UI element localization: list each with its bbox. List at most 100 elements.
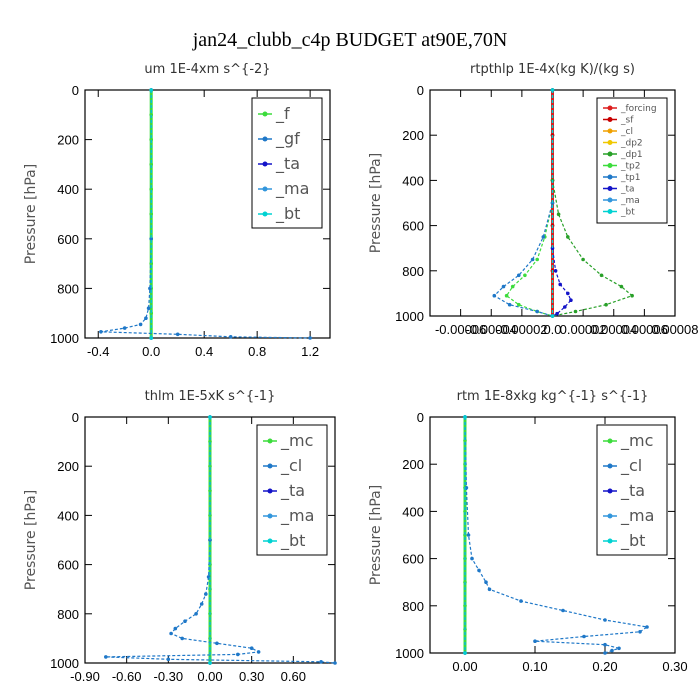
plot-frame — [84, 89, 331, 339]
legend-marker — [262, 136, 268, 142]
data-point — [333, 661, 337, 665]
data-point — [208, 415, 212, 419]
y-axis-label: Pressure [hPa] — [368, 153, 384, 253]
data-point — [104, 655, 108, 659]
panels: um 1E-4xm s^{-2} Pressure [hPa] 0 200 400 600… — [23, 62, 699, 684]
data-point — [484, 580, 488, 584]
legend-marker — [267, 438, 273, 444]
data-point — [99, 330, 103, 334]
data-point — [617, 646, 621, 651]
series-line-cl — [105, 417, 336, 664]
legend-marker — [607, 463, 613, 469]
x-tick-label: 0.00006 — [621, 322, 668, 337]
legend-marker — [607, 186, 613, 191]
legend-label: _bt — [280, 531, 305, 551]
x-tick-label: -0.00006 — [435, 322, 486, 337]
data-point — [510, 284, 515, 289]
legend-label: _ta — [620, 481, 645, 501]
data-point — [550, 88, 555, 92]
legend-marker — [607, 128, 613, 134]
y-tick-label: 1000 — [395, 309, 424, 324]
panel-2: rtpthlp 1E-4x(kg K)/(kg s) Pressure [hPa]… — [368, 62, 699, 337]
y-tick-label: 600 — [57, 558, 79, 573]
data-point — [122, 326, 127, 330]
data-point — [523, 273, 527, 278]
y-axis-label: Pressure [hPa] — [23, 490, 39, 590]
x-tick-label: 0.00 — [197, 669, 222, 684]
series-line-tp2 — [505, 90, 554, 317]
y-tick-label: 200 — [57, 459, 79, 474]
data-point — [566, 235, 570, 239]
data-point — [517, 302, 521, 307]
figure-title: jan24_clubb_c4p BUDGET at90E,70N — [192, 29, 508, 51]
data-point — [146, 306, 151, 311]
data-point — [463, 415, 467, 419]
data-point — [208, 464, 212, 469]
data-point — [215, 641, 219, 646]
legend-label: _forcing — [620, 104, 657, 114]
panel-4: rtm 1E-8xkg kg^{-1} s^{-1} Pressure [hPa]… — [368, 389, 688, 674]
x-tick-label: 0.00004 — [590, 322, 637, 337]
y-tick-label: 400 — [402, 173, 424, 188]
data-point — [463, 509, 467, 514]
data-point — [535, 257, 539, 262]
legend-label: _cl — [620, 127, 633, 137]
legend-marker — [262, 111, 268, 117]
data-point — [603, 642, 607, 647]
panel-title: thlm 1E-5xK s^{-1} — [145, 389, 276, 404]
legend-label: _ta — [275, 154, 300, 174]
legend-label: _gf — [275, 129, 300, 149]
data-point — [492, 293, 497, 298]
data-point — [603, 651, 607, 655]
data-point — [504, 293, 509, 298]
data-point — [569, 298, 573, 303]
x-tick-label: 0.0 — [543, 322, 561, 337]
data-point — [581, 257, 585, 262]
data-point — [208, 513, 212, 518]
legend-label: _cl — [280, 456, 302, 476]
legend-label: _bt — [620, 531, 645, 551]
data-point — [553, 269, 558, 273]
x-tick-label: -0.30 — [154, 669, 184, 684]
x-tick-label: 1.2 — [301, 344, 319, 359]
data-point — [566, 291, 570, 296]
y-tick-label: 600 — [402, 219, 424, 234]
legend-label: _bt — [620, 208, 635, 218]
y-tick-label: 1000 — [50, 331, 79, 346]
series-line-ta — [551, 90, 572, 317]
legend-marker — [262, 161, 268, 167]
data-point — [533, 639, 537, 643]
legend-marker — [607, 488, 613, 494]
plot-frame — [429, 416, 676, 654]
data-point — [604, 302, 608, 307]
x-tick-label: -0.4 — [87, 344, 109, 359]
legend-label: _dp1 — [620, 150, 643, 160]
data-point — [149, 137, 153, 142]
data-point — [573, 309, 578, 314]
series-line-cl — [464, 416, 649, 654]
y-axis-label: Pressure [hPa] — [368, 485, 384, 585]
y-tick-label: 1000 — [50, 656, 79, 671]
legend-marker — [607, 197, 613, 203]
y-tick-label: 400 — [402, 504, 424, 519]
y-tick-label: 200 — [402, 128, 424, 143]
legend-marker — [262, 211, 268, 217]
data-point — [149, 187, 153, 191]
data-point — [645, 625, 649, 629]
legend-marker — [607, 163, 613, 168]
y-tick-label: 800 — [402, 264, 424, 279]
legend-marker — [607, 209, 613, 214]
data-point — [599, 273, 604, 278]
data-point — [501, 284, 506, 289]
x-tick-label: 0.60 — [281, 669, 306, 684]
legend-label: _mc — [620, 431, 653, 451]
data-point — [463, 651, 467, 655]
data-point — [208, 439, 212, 444]
legend-marker — [262, 186, 268, 192]
data-point — [204, 592, 208, 596]
data-point — [470, 556, 474, 561]
data-point — [208, 489, 212, 493]
data-point — [149, 212, 153, 216]
panel-title: um 1E-4xm s^{-2} — [144, 62, 270, 77]
